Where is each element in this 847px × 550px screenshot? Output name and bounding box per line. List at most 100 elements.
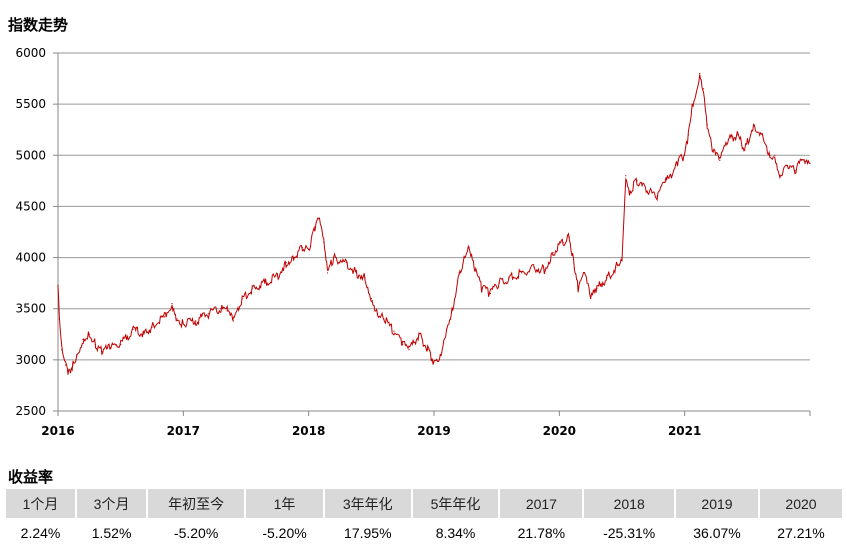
data-point (333, 256, 335, 259)
returns-value: 21.78% (517, 524, 566, 541)
data-point (226, 310, 228, 312)
data-point (57, 284, 59, 286)
data-point (264, 282, 266, 284)
data-point (671, 175, 673, 177)
data-point (433, 361, 435, 363)
data-point (383, 318, 385, 320)
data-point (285, 262, 287, 264)
data-point (182, 323, 184, 325)
data-point (727, 139, 730, 141)
data-point (753, 124, 755, 126)
data-point (533, 267, 535, 269)
data-point (656, 195, 658, 197)
data-point (621, 256, 623, 259)
x-tick-label: 2020 (543, 424, 576, 438)
data-point (769, 154, 771, 156)
returns-value: 36.07% (693, 524, 741, 541)
data-point (786, 164, 789, 167)
y-tick-label: 3000 (15, 353, 46, 367)
data-point (301, 246, 303, 248)
data-point (481, 287, 483, 289)
data-point (323, 241, 325, 243)
data-point (241, 297, 243, 300)
data-point (110, 346, 112, 349)
data-point (293, 256, 295, 259)
data-point (695, 93, 697, 95)
data-point (677, 159, 680, 161)
data-point (774, 154, 776, 156)
data-point (64, 364, 67, 366)
returns-value: 27.21% (777, 524, 825, 541)
data-point (95, 343, 97, 346)
data-point (232, 320, 235, 322)
data-point (568, 236, 570, 238)
data-point (101, 351, 103, 353)
y-tick-label: 3500 (15, 302, 46, 316)
data-point (427, 349, 429, 351)
data-point (370, 297, 372, 300)
data-point (702, 88, 705, 90)
y-tick-label: 4500 (15, 199, 46, 213)
returns-header: 3个月 (77, 489, 147, 518)
x-tick-label: 2019 (417, 424, 450, 438)
x-tick-label: 2018 (292, 424, 325, 438)
data-point (699, 72, 701, 75)
data-point (596, 287, 598, 289)
data-point (377, 313, 379, 315)
x-tick-label: 2016 (41, 424, 74, 438)
data-point (543, 269, 545, 271)
data-point (684, 154, 686, 156)
data-point (408, 349, 410, 351)
returns-header: 1年 (246, 489, 323, 518)
data-point (498, 282, 500, 284)
data-point (318, 218, 320, 220)
returns-value-row: 2.24% 1.52% -5.20% -5.20% 17.95% 8.34% 21.78% -… (6, 518, 842, 547)
data-point (132, 328, 134, 330)
data-point (326, 272, 329, 274)
data-point (719, 159, 721, 161)
returns-header: 3年年化 (324, 489, 411, 518)
data-point (82, 338, 84, 340)
data-point (761, 134, 763, 136)
data-point (744, 149, 746, 151)
data-point (314, 226, 316, 228)
index-trend-chart: 2500 3000 3500 4000 4500 5000 5500 6000 2016 2017… (15, 46, 811, 438)
data-point (163, 316, 166, 318)
data-point (711, 149, 713, 151)
returns-value: 1.52% (91, 524, 132, 541)
data-point (76, 354, 78, 356)
returns-value: -25.31% (603, 524, 656, 541)
returns-header: 2018 (584, 489, 675, 518)
data-point (508, 277, 510, 279)
data-point (562, 241, 564, 243)
data-point (72, 364, 74, 366)
returns-table: 1个月 3个月 年初至今 1年 3年年化 5年年化 2017 2018 2019 2020 2.2… (4, 489, 844, 547)
data-point (251, 287, 253, 289)
data-point (615, 267, 617, 269)
returns-header: 2017 (500, 489, 583, 518)
data-point (606, 277, 608, 279)
data-point (665, 180, 667, 182)
x-tick-label: 2017 (167, 424, 200, 438)
data-point (276, 275, 278, 277)
data-point (573, 267, 575, 269)
y-tick-label: 5000 (15, 148, 46, 162)
data-point (706, 124, 708, 126)
data-point (809, 162, 811, 165)
data-point (171, 303, 173, 305)
data-point (445, 328, 448, 330)
data-point (625, 175, 627, 177)
data-point (628, 190, 631, 192)
data-point (195, 320, 197, 322)
data-point (452, 308, 454, 310)
x-tick-label: 2021 (668, 424, 701, 438)
data-point (142, 333, 144, 335)
returns-value: 17.95% (344, 524, 392, 541)
chart-title: 指数走势 (8, 16, 69, 34)
data-point (577, 287, 579, 289)
returns-value: -5.20% (262, 524, 307, 541)
data-point (590, 297, 592, 300)
data-point (473, 267, 475, 269)
data-point (636, 180, 638, 182)
y-tick-label: 6000 (15, 46, 46, 60)
